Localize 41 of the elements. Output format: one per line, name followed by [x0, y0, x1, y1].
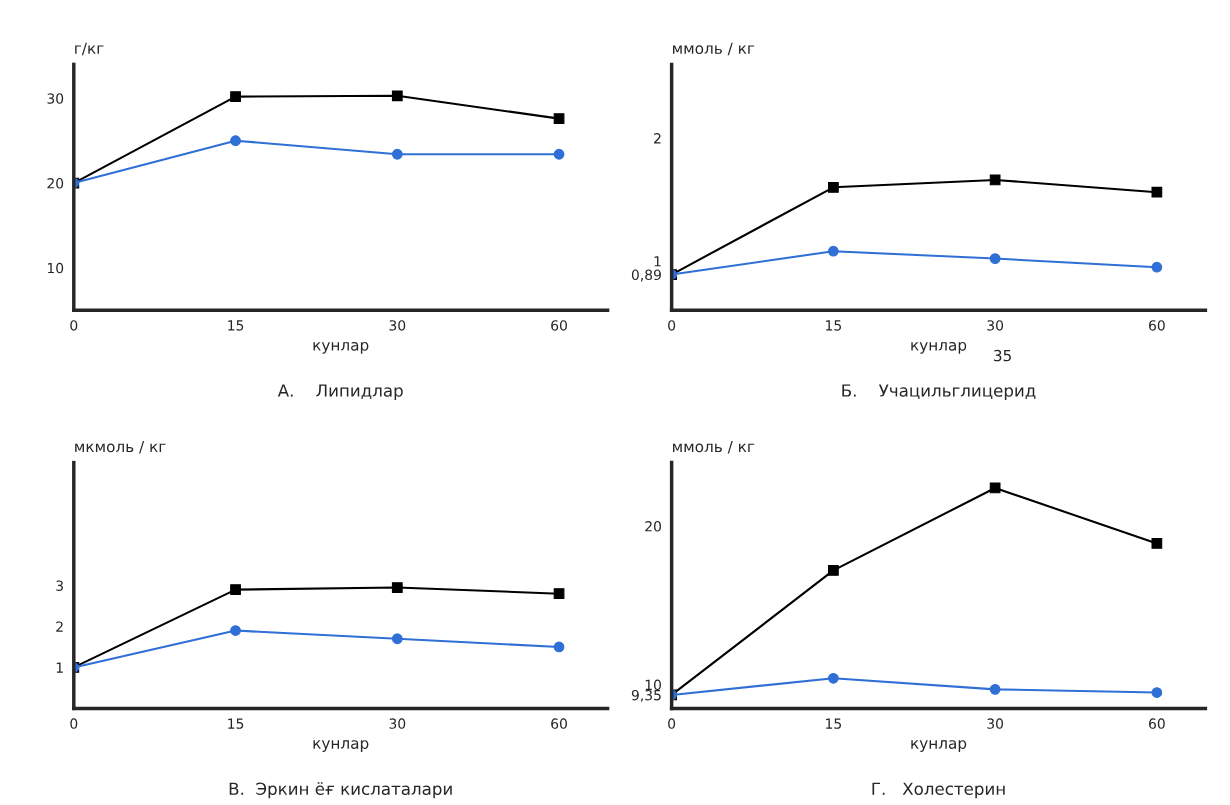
- x-tick-label: 60: [1149, 718, 1165, 729]
- x-axis-title: кунлар: [313, 341, 369, 354]
- x-axis-title: кунлар: [911, 740, 967, 752]
- x-tick-label: 30: [987, 718, 1004, 729]
- x-tick-label: 15: [228, 718, 244, 729]
- y-tick-label: 30: [47, 93, 64, 104]
- y-tick-label: 1: [654, 256, 661, 267]
- x-tick-label: 15: [826, 718, 841, 729]
- y-axis-title: ммоль / кг: [673, 42, 755, 56]
- x-tick-label: 60: [551, 718, 567, 729]
- y-tick-label: 1: [56, 662, 63, 673]
- x-tick-label: 15: [228, 320, 244, 331]
- y-tick-label: 2: [654, 133, 661, 144]
- text: В. Эркин ёғ кислаталари: [229, 782, 452, 799]
- text: Г. Холестерин: [872, 782, 1005, 799]
- y-axis-title: г/кг: [75, 42, 104, 56]
- x-tick-label: 0: [668, 320, 676, 331]
- x-tick-label: 30: [389, 718, 406, 729]
- x-tick-label: 0: [668, 718, 676, 729]
- y-tick-label: 0,89: [631, 269, 661, 282]
- x-axis-title: кунлар: [313, 740, 369, 752]
- x-tick-label: 60: [1149, 320, 1165, 331]
- x-tick-label: 15: [826, 320, 841, 331]
- y-tick-label: 3: [56, 580, 63, 591]
- y-tick-label: 20: [645, 521, 661, 532]
- y-tick-label: 10: [645, 679, 661, 691]
- x-tick-label: 30: [389, 320, 406, 331]
- y-tick-label: 2: [56, 621, 63, 632]
- y-axis-title: ммоль / кг: [673, 440, 755, 454]
- y-tick-label: 20: [47, 178, 64, 189]
- y-tick-label: 9,35: [631, 689, 661, 702]
- text: Б. Учацильглицерид: [842, 384, 1036, 401]
- y-tick-label: 10: [47, 262, 64, 274]
- x-axis-title: кунлар: [911, 341, 967, 354]
- y-axis-title: мкмоль / кг: [75, 440, 166, 454]
- text: А. Липидлар: [277, 384, 403, 401]
- x-tick-label: 30: [987, 320, 1004, 331]
- text: 35: [994, 349, 1011, 362]
- x-tick-label: 60: [551, 320, 567, 331]
- x-tick-label: 0: [70, 718, 78, 729]
- x-tick-label: 0: [70, 320, 78, 331]
